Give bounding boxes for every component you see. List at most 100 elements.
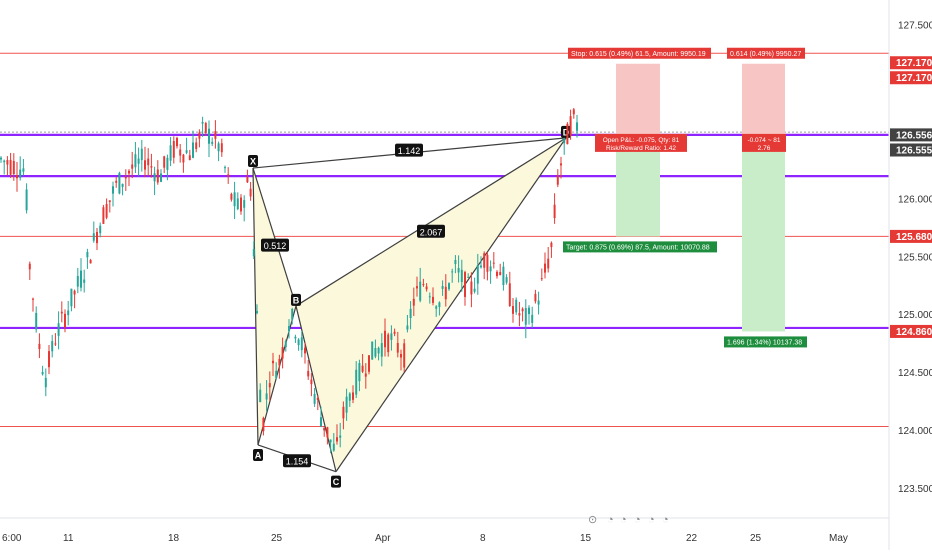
pattern-bcd-fill (296, 137, 566, 472)
candle-body (496, 271, 498, 277)
position-stop-label: Stop: 0.615 (0.49%) 61.5, Amount: 9950.1… (571, 51, 706, 58)
position-info-line: Risk/Reward Ratio: 1.42 (606, 145, 676, 152)
candle-body (134, 154, 137, 168)
candle-body (448, 283, 450, 290)
pattern-point-B-bg (291, 293, 301, 306)
pattern-ratio-bg (261, 238, 289, 252)
candle-body (236, 198, 239, 209)
candle-body (240, 197, 242, 212)
pattern-leg-BC (295, 305, 337, 472)
price-tick-label: 124.000 (898, 426, 932, 437)
candle-body (76, 276, 79, 287)
candle-body (470, 281, 473, 295)
candle-body (528, 307, 530, 315)
candle-body (313, 393, 316, 404)
candle-body (384, 330, 386, 348)
candle-body (374, 347, 377, 357)
position-info-line: 2.76 (758, 145, 771, 152)
candle-body (9, 159, 12, 175)
time-tick-label: May (829, 533, 848, 544)
candle-body (48, 351, 50, 368)
price-badges-layer: 127.170 127.170 126.556 126.555 125.680 124.8… (890, 56, 932, 338)
candle-body (438, 302, 441, 308)
time-tick-label: 15 (580, 533, 592, 544)
candle-body (211, 141, 214, 144)
candle-body (233, 192, 236, 207)
time-axis[interactable]: 6:00 11 18 25 Apr 8 15 22 25 May ⊙ ◔ ◔ ◔ ◔ ◔ (0, 514, 889, 544)
toolbar-event-icon: ◔ (648, 514, 655, 526)
candle-body (492, 262, 495, 264)
candle-body (6, 160, 9, 165)
candle-body (326, 427, 329, 438)
candle-body (160, 173, 162, 182)
price-tick-label: 125.500 (898, 252, 932, 263)
candle-body (201, 122, 204, 124)
candle-body (182, 154, 185, 163)
candle-body (115, 180, 118, 183)
candle-body (457, 267, 460, 273)
candle-body (323, 427, 326, 431)
candle-body (412, 298, 415, 306)
position-target-label: Target: 0.875 (0.69%) 87.5, Amount: 1007… (566, 244, 710, 251)
candle-body (137, 158, 140, 164)
price-badge-label: 126.555 (896, 146, 932, 157)
candle-body (355, 369, 358, 395)
pattern-point-X-bg (248, 155, 258, 168)
candle-body (348, 393, 351, 401)
candle-body (169, 145, 172, 161)
candle-body (188, 155, 191, 160)
pattern-ratio-bg (283, 454, 311, 468)
candle-body (60, 311, 63, 314)
pattern-ratio-label: 1.142 (398, 146, 421, 156)
pattern-point-A-bg (253, 448, 263, 461)
candle-body (208, 128, 210, 144)
candle-body (99, 225, 102, 234)
candle-body (524, 308, 527, 325)
candle-body (480, 265, 482, 268)
candle-body (563, 138, 566, 144)
position-stop-label: 0.614 (0.49%) 9950.27 (730, 51, 801, 58)
candle-body (345, 396, 348, 413)
candle-body (3, 160, 6, 163)
price-axis[interactable]: 123.500 124.000 124.500 125.000 125.500 126.0… (888, 0, 932, 550)
time-tick-label: Apr (375, 533, 391, 544)
candle-body (83, 279, 86, 283)
candle-body (96, 231, 98, 244)
candle-body (32, 298, 34, 300)
candle-body (12, 160, 15, 175)
candle-body (35, 312, 38, 330)
candle-body (518, 313, 521, 316)
candle-body (422, 284, 425, 286)
position-info-line: Open P&L: -0.075, Qty: 81 (603, 137, 680, 144)
candle-body (284, 341, 287, 348)
candle-body (364, 373, 367, 377)
pattern-leg-XA (252, 168, 259, 446)
candle-body (352, 392, 354, 400)
position-stop-label-bg (727, 47, 805, 59)
candle-body (108, 200, 111, 202)
price-badge (890, 143, 932, 157)
candle-body (361, 365, 364, 372)
candle-body (454, 259, 457, 265)
position-target-label: 1.696 (1.34%) 10137.38 (727, 339, 802, 346)
candle-body (176, 137, 178, 147)
candle-body (556, 175, 559, 185)
position-target-zone (742, 134, 785, 332)
toolbar-event-icon: ◔ (607, 514, 614, 526)
candle-body (544, 263, 546, 273)
time-tick-label: 11 (63, 533, 74, 544)
candle-body (118, 172, 121, 194)
candle-body (124, 176, 127, 179)
candle-body (576, 122, 578, 131)
candle-body (304, 347, 306, 354)
candle-body (406, 325, 409, 330)
candle-body (268, 383, 271, 388)
candle-body (57, 323, 60, 336)
price-badge-label: 127.170 (896, 58, 932, 69)
candle-body (128, 170, 130, 174)
candle-body (246, 177, 249, 183)
candle-body (483, 253, 486, 268)
candle-body (195, 142, 198, 150)
